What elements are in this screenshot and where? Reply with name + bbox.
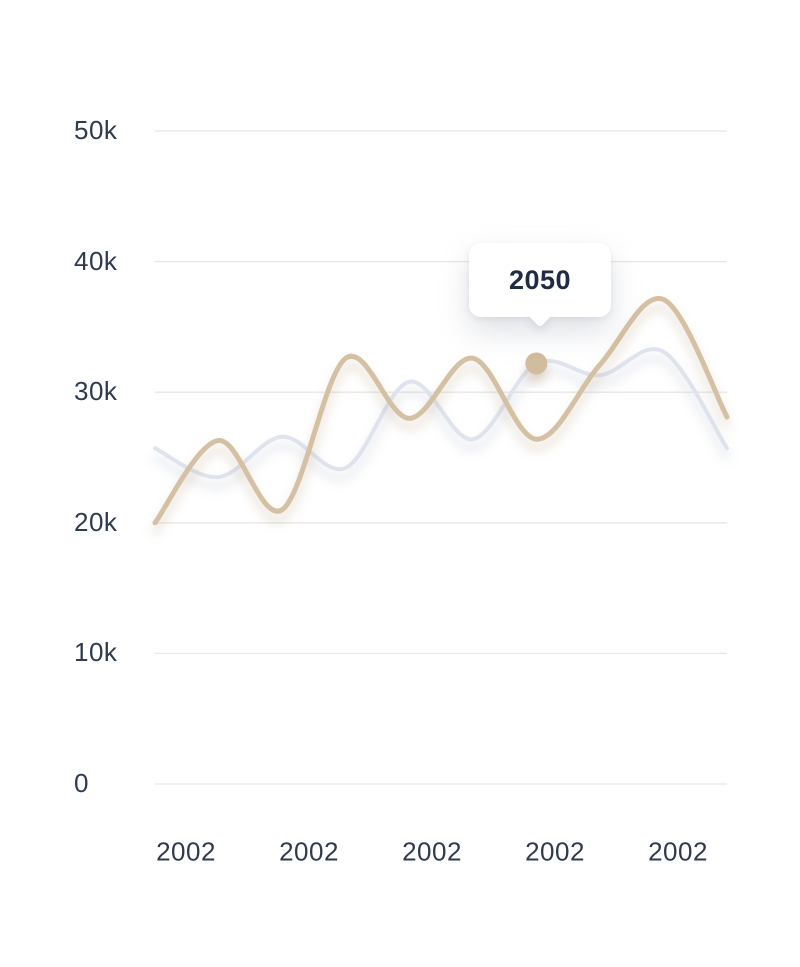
hover-marker-dot[interactable] [525, 352, 548, 375]
x-axis-tick-label: 2002 [279, 836, 339, 867]
y-axis-tick-label: 0 [74, 767, 89, 798]
x-axis-tick-label: 2002 [402, 836, 462, 867]
y-axis-tick-label: 30k [74, 376, 118, 407]
y-axis-tick-label: 50k [74, 114, 118, 145]
y-axis-tick-label: 20k [74, 506, 118, 537]
x-axis-tick-label: 2002 [525, 836, 585, 867]
tooltip: 2050 [468, 243, 612, 317]
y-axis-tick-label: 10k [74, 637, 118, 668]
x-axis-tick-label: 2002 [648, 836, 708, 867]
series-line-background-series [153, 347, 729, 480]
series-line-highlight-series [152, 296, 730, 526]
y-axis-tick-label: 40k [74, 245, 118, 276]
tooltip-value: 2050 [508, 265, 572, 295]
x-axis-tick-label: 2002 [156, 836, 216, 867]
